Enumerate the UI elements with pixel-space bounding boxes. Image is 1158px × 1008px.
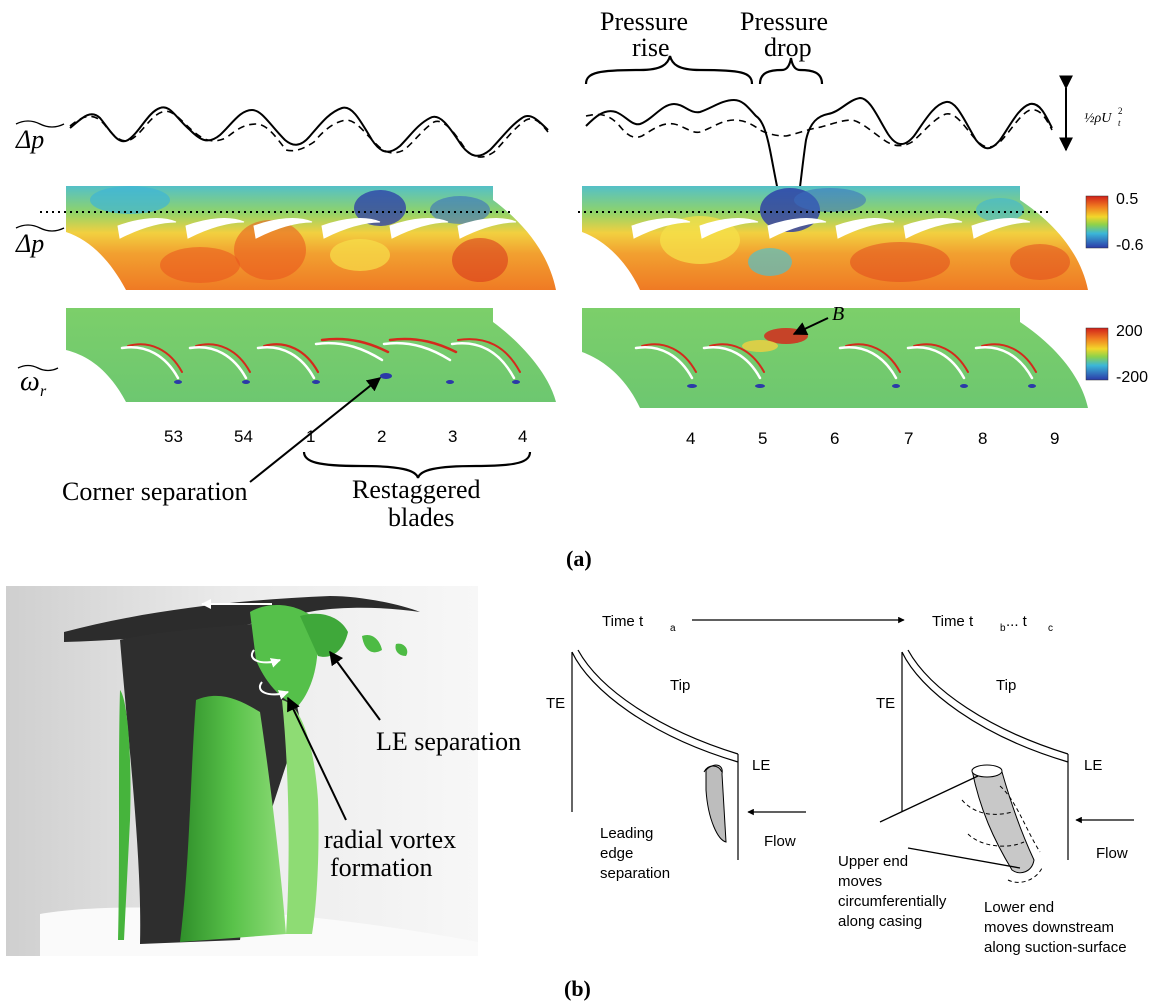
blade-number: 4 bbox=[518, 427, 527, 446]
colorbar-pressure-max: 0.5 bbox=[1116, 191, 1138, 208]
colorbar-pressure bbox=[1085, 195, 1109, 249]
blade-number: 7 bbox=[904, 429, 913, 448]
restaggered-label-1: Restaggered bbox=[352, 475, 481, 504]
radial-vortex-arrow bbox=[287, 696, 347, 821]
lower-end-pointer bbox=[907, 847, 1021, 869]
pressure-blades bbox=[117, 218, 1031, 239]
scale-bar-sub: t bbox=[1118, 118, 1121, 128]
scale-bar-sup: 2 bbox=[1118, 106, 1123, 116]
pressure-rise-label-1: Pressure bbox=[600, 7, 688, 36]
schematic-blade-right bbox=[901, 649, 1069, 860]
colorbar-vorticity bbox=[1085, 327, 1109, 381]
upper-end-2: moves bbox=[838, 873, 882, 890]
colorbar-pressure-min: -0.6 bbox=[1116, 237, 1144, 254]
flow-label-left: Flow bbox=[764, 833, 796, 850]
leading-edge-sep-3: separation bbox=[600, 865, 670, 882]
vorticity-blades bbox=[120, 337, 1037, 388]
blade-numbers-right: 4 5 6 7 8 9 bbox=[686, 429, 1059, 448]
radial-vortex-label-1: radial vortex bbox=[324, 825, 456, 854]
tip-label-left: Tip bbox=[670, 677, 690, 694]
upper-end-1: Upper end bbox=[838, 853, 908, 870]
tilde-mark bbox=[15, 120, 65, 128]
panel-a-label: (a) bbox=[566, 546, 592, 571]
radial-vortex-label-2: formation bbox=[330, 853, 433, 882]
lower-end-2: moves downstream bbox=[984, 919, 1114, 936]
row-label-dp-contour: Δp bbox=[15, 229, 44, 258]
te-label-right: TE bbox=[876, 695, 895, 712]
pressure-trace-right-dashed bbox=[585, 108, 1053, 148]
blade-number: 1 bbox=[306, 427, 315, 446]
pressure-drop-label-1: Pressure bbox=[740, 7, 828, 36]
corner-separation-label: Corner separation bbox=[62, 477, 248, 506]
pressure-trace-right-solid bbox=[585, 96, 1053, 228]
vortex-upper-end bbox=[971, 764, 1003, 778]
blade-number: 6 bbox=[830, 429, 839, 448]
restaggered-brace bbox=[302, 451, 532, 479]
pressure-contour-left bbox=[66, 186, 556, 290]
leading-edge-separation-shape bbox=[705, 764, 727, 843]
schematic-blade-left bbox=[571, 649, 739, 860]
blade-number: 5 bbox=[758, 429, 767, 448]
panel-b-label: (b) bbox=[564, 976, 591, 1001]
pressure-drop-label-2: drop bbox=[764, 33, 812, 62]
pressure-drop-brace bbox=[758, 57, 824, 85]
upper-end-pointer bbox=[879, 775, 979, 823]
pressure-rise-label-2: rise bbox=[632, 33, 670, 62]
le-label-left: LE bbox=[752, 757, 770, 774]
blade-number: 2 bbox=[377, 427, 386, 446]
tip-label-right: Tip bbox=[996, 677, 1016, 694]
time-a-label: Time t bbox=[602, 613, 644, 630]
point-b-label: B bbox=[832, 303, 844, 325]
blade-render bbox=[6, 586, 478, 956]
time-c-sub: c bbox=[1048, 623, 1053, 634]
te-label-left: TE bbox=[546, 695, 565, 712]
time-a-sub: a bbox=[670, 623, 676, 634]
pressure-trace-left-dashed bbox=[69, 110, 549, 158]
scale-bar-label: ½ρU bbox=[1084, 111, 1112, 126]
pressure-rise-brace bbox=[584, 55, 754, 85]
upper-end-3: circumferentially bbox=[838, 893, 947, 910]
upper-end-4: along casing bbox=[838, 913, 922, 930]
leading-edge-sep-2: edge bbox=[600, 845, 633, 862]
schematic: Time t a Time t b ... t c TE Tip LE Flow… bbox=[546, 613, 1134, 956]
colorbar-vorticity-max: 200 bbox=[1116, 323, 1143, 340]
row-label-omega: ω bbox=[20, 366, 40, 397]
row-label-omega-sub: r bbox=[40, 383, 47, 400]
le-separation-arrow bbox=[329, 650, 381, 721]
tilde-mark bbox=[17, 364, 59, 372]
lower-end-3: along suction-surface bbox=[984, 939, 1127, 956]
radial-vortex-tube bbox=[971, 765, 1035, 874]
blade-number: 3 bbox=[448, 427, 457, 446]
le-label-right: LE bbox=[1084, 757, 1102, 774]
blade-number: 54 bbox=[234, 427, 253, 446]
blade-number: 9 bbox=[1050, 429, 1059, 448]
corner-separation-arrow bbox=[249, 377, 382, 483]
blade-number: 4 bbox=[686, 429, 695, 448]
colorbar-vorticity-min: -200 bbox=[1116, 369, 1148, 386]
point-b-arrow bbox=[792, 317, 829, 335]
pressure-trace-left-solid bbox=[69, 106, 549, 157]
vorticity-contour-left bbox=[66, 308, 556, 402]
leading-edge-sep-1: Leading bbox=[600, 825, 653, 842]
time-b-sub: b bbox=[1000, 623, 1006, 634]
pressure-contour-right bbox=[582, 186, 1088, 290]
blade-number: 53 bbox=[164, 427, 183, 446]
vorticity-contour-right bbox=[582, 308, 1088, 408]
blade-numbers-left: 53 54 1 2 3 4 bbox=[164, 427, 527, 446]
time-ellipsis: ... t bbox=[1006, 613, 1028, 630]
tilde-mark bbox=[15, 224, 65, 232]
blade-number: 8 bbox=[978, 429, 987, 448]
row-label-dp-trace: Δp bbox=[15, 125, 44, 154]
le-separation-label: LE separation bbox=[376, 727, 521, 756]
flow-label-right: Flow bbox=[1096, 845, 1128, 862]
restaggered-label-2: blades bbox=[388, 503, 454, 532]
lower-end-1: Lower end bbox=[984, 899, 1054, 916]
time-b-label: Time t bbox=[932, 613, 974, 630]
